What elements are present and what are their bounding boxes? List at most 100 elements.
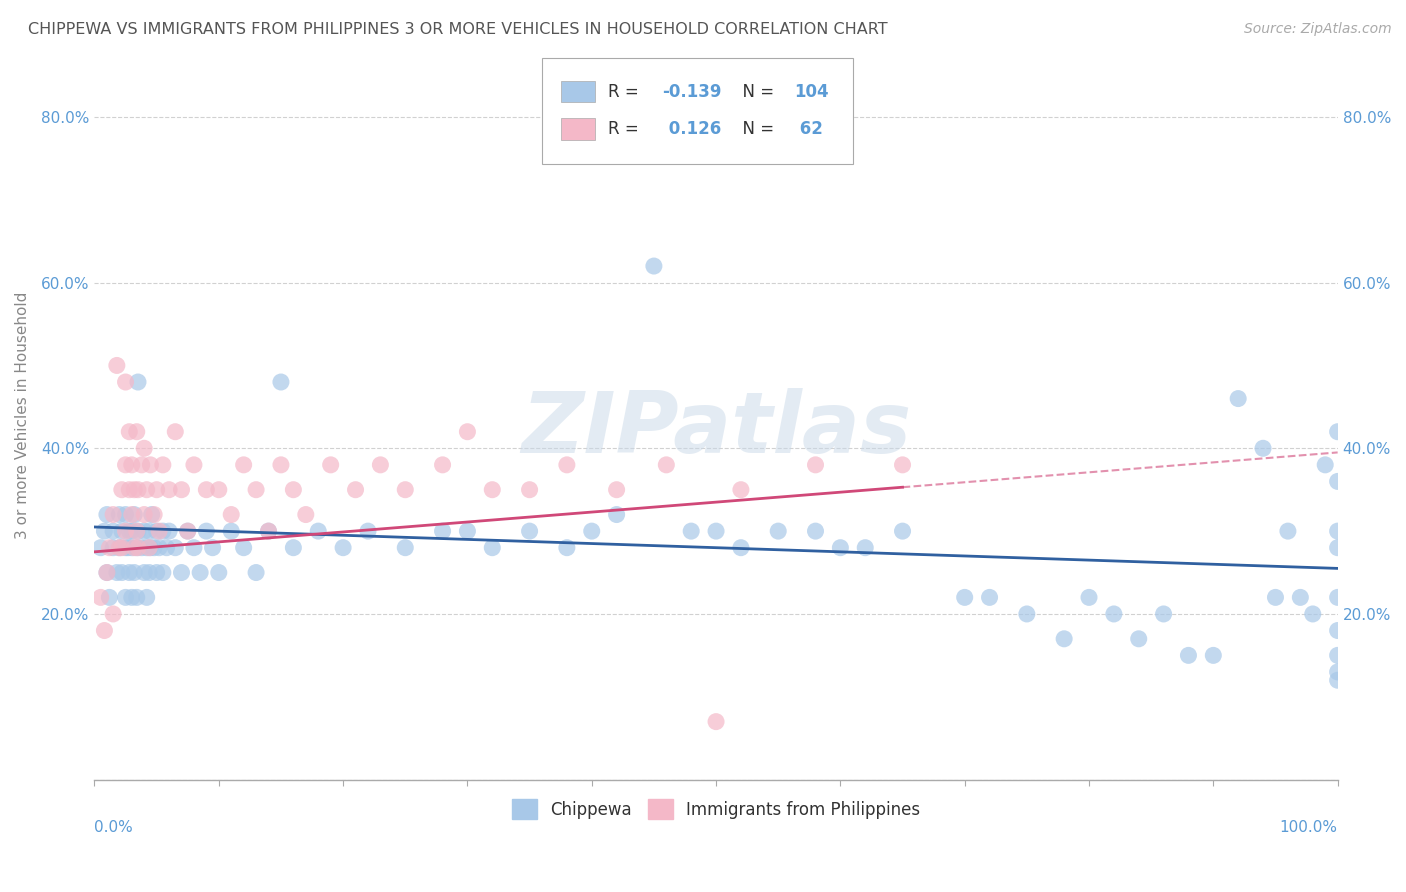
Point xyxy=(125,524,148,538)
Point xyxy=(121,458,143,472)
Point xyxy=(139,458,162,472)
Point xyxy=(108,541,131,555)
Point xyxy=(111,483,134,497)
Point xyxy=(853,541,876,555)
Point xyxy=(1277,524,1299,538)
Point xyxy=(1326,591,1348,605)
Point xyxy=(134,508,156,522)
Point xyxy=(118,524,141,538)
Point xyxy=(1202,648,1225,663)
Point xyxy=(131,458,153,472)
Point xyxy=(1326,624,1348,638)
Point xyxy=(519,524,541,538)
Point xyxy=(96,566,118,580)
Point xyxy=(134,442,156,456)
Point xyxy=(891,458,914,472)
Point xyxy=(232,541,254,555)
Point xyxy=(1053,632,1076,646)
Point xyxy=(232,458,254,472)
Point xyxy=(1128,632,1150,646)
Point xyxy=(98,541,121,555)
Point xyxy=(1326,475,1348,489)
Point xyxy=(141,508,163,522)
Point xyxy=(681,524,703,538)
Text: 0.0%: 0.0% xyxy=(94,820,134,835)
Point xyxy=(1078,591,1101,605)
Point xyxy=(157,524,180,538)
Point xyxy=(125,541,148,555)
Point xyxy=(145,483,167,497)
Point xyxy=(108,508,131,522)
Point xyxy=(101,508,124,522)
Point xyxy=(432,458,454,472)
Text: 100.0%: 100.0% xyxy=(1279,820,1337,835)
Point xyxy=(643,259,665,273)
Point xyxy=(145,524,167,538)
Point xyxy=(135,541,157,555)
Point xyxy=(122,508,145,522)
Point xyxy=(219,524,242,538)
Text: CHIPPEWA VS IMMIGRANTS FROM PHILIPPINES 3 OR MORE VEHICLES IN HOUSEHOLD CORRELAT: CHIPPEWA VS IMMIGRANTS FROM PHILIPPINES … xyxy=(28,22,887,37)
Point xyxy=(139,541,162,555)
Point xyxy=(704,714,727,729)
Point xyxy=(219,508,242,522)
Point xyxy=(114,591,136,605)
Point xyxy=(138,524,160,538)
Point xyxy=(118,566,141,580)
Point xyxy=(295,508,318,522)
Point xyxy=(93,524,115,538)
Point xyxy=(344,483,367,497)
Text: R =: R = xyxy=(607,82,644,101)
Point xyxy=(953,591,976,605)
Point xyxy=(134,566,156,580)
Point xyxy=(519,483,541,497)
Point xyxy=(127,541,149,555)
Point xyxy=(394,483,416,497)
Point xyxy=(96,508,118,522)
Point xyxy=(148,524,170,538)
Point xyxy=(283,541,305,555)
Point xyxy=(555,458,578,472)
Point xyxy=(145,566,167,580)
Point xyxy=(332,541,354,555)
Point xyxy=(143,508,166,522)
Point xyxy=(90,541,112,555)
Point xyxy=(195,524,218,538)
FancyBboxPatch shape xyxy=(541,58,853,163)
Point xyxy=(208,483,231,497)
Point xyxy=(138,566,160,580)
Point xyxy=(114,541,136,555)
Point xyxy=(114,524,136,538)
Text: R =: R = xyxy=(607,120,644,138)
Point xyxy=(117,541,139,555)
Point xyxy=(432,524,454,538)
Point xyxy=(122,483,145,497)
Text: N =: N = xyxy=(733,82,779,101)
Point xyxy=(118,425,141,439)
Point xyxy=(208,566,231,580)
Point xyxy=(157,483,180,497)
Point xyxy=(93,624,115,638)
Point xyxy=(730,541,752,555)
Point xyxy=(1315,458,1337,472)
Point xyxy=(1326,665,1348,679)
Point xyxy=(121,508,143,522)
Point xyxy=(283,483,305,497)
Point xyxy=(105,566,128,580)
Point xyxy=(804,524,827,538)
Point xyxy=(188,566,211,580)
Point xyxy=(135,591,157,605)
Point xyxy=(121,524,143,538)
Point xyxy=(131,541,153,555)
Point xyxy=(704,524,727,538)
Point xyxy=(96,566,118,580)
Point xyxy=(1326,673,1348,688)
Point xyxy=(101,607,124,621)
Point xyxy=(581,524,603,538)
Point xyxy=(655,458,678,472)
Point xyxy=(257,524,280,538)
Point xyxy=(143,541,166,555)
Point xyxy=(195,483,218,497)
Text: 104: 104 xyxy=(794,82,830,101)
Point xyxy=(125,591,148,605)
